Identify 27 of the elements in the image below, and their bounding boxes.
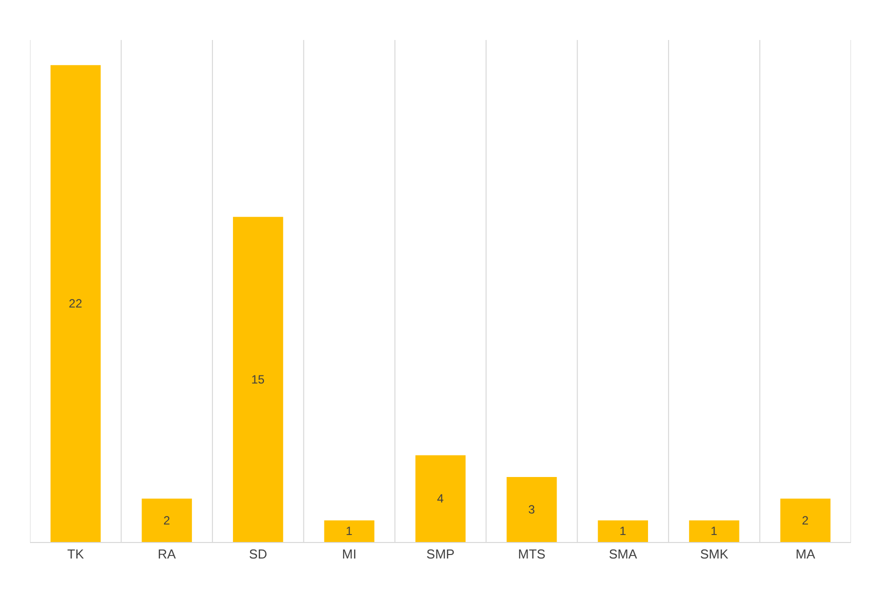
bar [232, 216, 284, 542]
x-tick-label: TK [67, 546, 84, 562]
bar [324, 520, 374, 542]
bar [780, 498, 830, 542]
x-tick-label: MTS [518, 546, 546, 562]
x-tick-label: MI [342, 546, 357, 562]
bar [506, 476, 557, 542]
x-tick-label: RA [158, 546, 176, 562]
data-label: 1 [346, 524, 353, 538]
bar [50, 65, 101, 542]
data-label: 15 [251, 372, 265, 386]
bar [689, 520, 740, 542]
bar [142, 498, 192, 542]
x-tick-label: SMP [426, 546, 455, 562]
x-tick-label: MA [796, 546, 816, 562]
data-label: 4 [437, 492, 444, 506]
x-tick-label: SMA [608, 546, 638, 562]
data-label: 1 [710, 524, 718, 538]
data-label: 22 [68, 296, 82, 311]
x-tick-label: SMK [700, 546, 729, 562]
data-label: 3 [528, 502, 536, 516]
x-tick-label: SD [249, 546, 268, 562]
data-label: 1 [619, 524, 626, 538]
bar [598, 520, 648, 542]
data-label: 2 [802, 513, 809, 528]
bar [415, 455, 466, 542]
data-label: 2 [163, 513, 170, 528]
